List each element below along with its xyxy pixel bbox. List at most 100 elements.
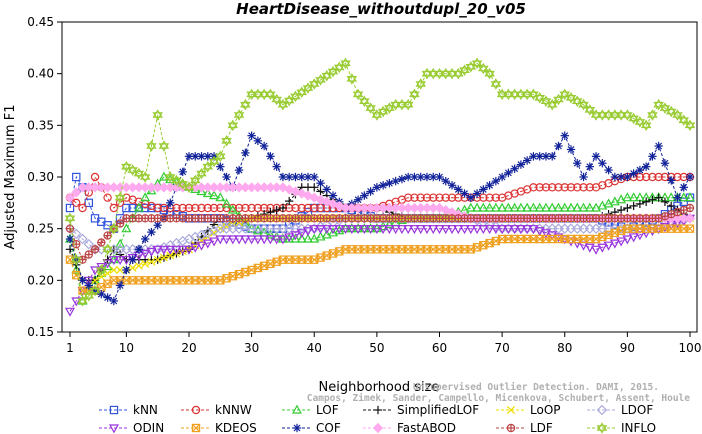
series-point-knnw <box>203 203 212 213</box>
series-point-inflo <box>240 98 251 111</box>
series-point-odin <box>183 245 195 255</box>
series-point-knnw <box>479 193 488 202</box>
legend-item-lof: LOF <box>282 403 339 417</box>
series-point-odin <box>246 235 257 245</box>
series-point-odin <box>591 245 602 255</box>
series-point-cof <box>178 167 187 177</box>
series-point-inflo <box>490 78 502 90</box>
series-point-knnw <box>228 203 238 213</box>
series-point-odin <box>440 225 451 235</box>
series-point-knn <box>122 203 131 213</box>
series-point-cof <box>641 162 651 171</box>
series-point-kdeos <box>685 224 695 233</box>
legend-item-kdeos: KDEOS <box>181 421 257 434</box>
series-point-lof <box>209 190 220 200</box>
series-point-loop <box>147 257 156 266</box>
series-point-cof <box>222 172 231 182</box>
series-point-inflo <box>215 150 226 163</box>
series-point-cof <box>166 198 175 208</box>
series-point-odin <box>240 235 251 245</box>
series-point-odin <box>359 225 370 235</box>
series-point-odin <box>290 231 301 241</box>
series-point-knnw <box>184 203 194 213</box>
series-point-odin <box>528 225 539 235</box>
series-point-cof <box>522 156 532 165</box>
series-point-odin <box>171 245 182 255</box>
series-point-odin <box>227 235 238 245</box>
series-point-lof <box>522 202 533 212</box>
series-point-knnw <box>78 203 87 213</box>
legend-label-lof: LOF <box>316 403 339 417</box>
series-point-odin <box>572 239 583 249</box>
series-point-lof <box>684 192 696 202</box>
series-point-lof <box>572 202 583 212</box>
legend-label-inflo: INFLO <box>621 421 656 434</box>
series-point-lof <box>597 200 608 210</box>
legend-item-inflo: INFLO <box>587 421 656 434</box>
series-inflo <box>64 57 696 307</box>
legend-label-simplifiedlof: SimplifiedLOF <box>397 403 479 417</box>
series-point-cof <box>109 296 119 306</box>
series-point-inflo <box>365 102 376 114</box>
series-point-cof <box>654 141 663 151</box>
legend-marker-cof <box>292 423 302 433</box>
series-point-inflo <box>265 88 276 101</box>
legend-marker-knn <box>109 405 119 415</box>
series-point-odin <box>177 245 188 255</box>
series-point-odin <box>378 225 389 235</box>
series-point-lof <box>534 202 545 212</box>
series-point-cof <box>566 145 576 154</box>
series-point-cof <box>548 152 557 161</box>
series-point-odin <box>584 243 595 253</box>
series-point-odin <box>102 259 113 269</box>
series-line-cof <box>69 134 691 302</box>
series-point-odin <box>284 233 295 243</box>
series-point-cof <box>585 162 594 171</box>
series-point-lof <box>666 192 677 202</box>
legend-marker-ldof <box>596 404 608 416</box>
legend-item-knnw: kNNW <box>181 403 252 417</box>
series-point-cof <box>516 160 526 169</box>
legend-marker-fastabod <box>372 422 384 434</box>
series-point-inflo <box>346 73 358 85</box>
series-point-cof <box>685 172 695 182</box>
series-point-odin <box>202 239 213 249</box>
series-point-inflo <box>308 78 320 90</box>
series-point-inflo <box>684 119 696 132</box>
series-point-odin <box>503 225 514 235</box>
legend-label-kdeos: KDEOS <box>215 421 257 434</box>
legend: kNN kNNW LOF SimplifiedLOF LoOP LDOF ODIN KDEOS… <box>99 403 656 434</box>
series-point-lof <box>290 233 301 243</box>
series-point-odin <box>497 225 508 235</box>
series-point-inflo <box>359 95 370 107</box>
series-point-ldf <box>103 231 112 240</box>
x-tick-label: 60 <box>432 341 447 355</box>
plot-frame <box>61 21 698 333</box>
series-point-simplifiedlof <box>278 203 288 213</box>
x-tick-label: 100 <box>679 341 702 355</box>
series-point-knnw <box>291 203 300 213</box>
series-point-lof <box>591 202 602 212</box>
series-point-cof <box>648 152 657 161</box>
series-point-lof <box>553 202 564 212</box>
series-point-cof <box>153 221 162 230</box>
series-point-lof <box>384 219 395 229</box>
series-point-knnw <box>641 172 651 182</box>
series-point-lof <box>196 186 207 196</box>
series-point-inflo <box>102 243 113 256</box>
series-point-lof <box>296 233 307 243</box>
series-point-odin <box>215 235 226 245</box>
series-point-cof <box>485 181 494 190</box>
series-point-cof <box>441 176 450 186</box>
series-point-fastabod <box>71 187 82 198</box>
series-point-inflo <box>70 253 82 266</box>
chart-title: HeartDisease_withoutdupl_20_v05 <box>236 0 526 18</box>
y-tick-label: 0.35 <box>27 118 54 132</box>
series-point-simplifiedlof <box>310 183 319 192</box>
series-point-knnw <box>660 172 670 182</box>
series-point-lof <box>578 202 589 212</box>
series-point-knnw <box>541 183 551 192</box>
series-point-cof <box>679 183 688 192</box>
series-point-odin <box>472 225 483 235</box>
